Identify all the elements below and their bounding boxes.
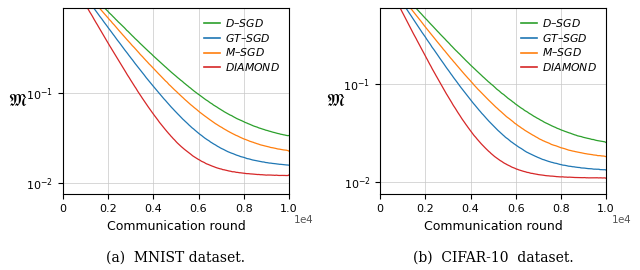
DIAMOND [215, 167, 223, 170]
M–SGD [602, 155, 610, 158]
Line: DIAMOND: DIAMOND [380, 0, 606, 178]
DIAMOND [591, 176, 599, 180]
DIAMOND [399, 13, 407, 16]
DIAMOND [532, 173, 540, 176]
D–SGD [285, 134, 292, 137]
Text: (b)  CIFAR-10  dataset.: (b) CIFAR-10 dataset. [413, 250, 573, 264]
D–SGD [215, 107, 223, 110]
GT–SGD [420, 34, 428, 38]
DIAMOND [602, 177, 610, 180]
GT–SGD [591, 168, 599, 171]
GT–SGD [532, 155, 540, 158]
DIAMOND [191, 156, 199, 159]
Line: D–SGD: D–SGD [63, 0, 289, 136]
D–SGD [274, 132, 282, 135]
DIAMOND [508, 166, 516, 169]
M–SGD [399, 0, 407, 1]
DIAMOND [529, 172, 537, 175]
Line: DIAMOND: DIAMOND [63, 0, 289, 176]
GT–SGD [602, 168, 610, 172]
M–SGD [212, 122, 220, 126]
M–SGD [215, 124, 223, 127]
Y-axis label: $\mathfrak{M}$: $\mathfrak{M}$ [8, 92, 28, 110]
Text: $\mathregular{1e4}$: $\mathregular{1e4}$ [293, 213, 314, 225]
DIAMOND [212, 166, 220, 169]
Line: GT–SGD: GT–SGD [380, 0, 606, 170]
GT–SGD [399, 3, 407, 6]
DIAMOND [420, 53, 428, 56]
M–SGD [274, 147, 282, 151]
D–SGD [529, 114, 537, 117]
M–SGD [420, 24, 428, 28]
M–SGD [532, 135, 540, 139]
Legend: $\it{D–SGD}$, $\it{GT–SGD}$, $\it{M–SGD}$, $\it{DIAMOND}$: $\it{D–SGD}$, $\it{GT–SGD}$, $\it{M–SGD}… [518, 14, 601, 76]
M–SGD [529, 134, 537, 137]
Line: M–SGD: M–SGD [380, 0, 606, 157]
Text: $\mathregular{1e4}$: $\mathregular{1e4}$ [611, 213, 632, 225]
D–SGD [284, 134, 292, 137]
GT–SGD [215, 145, 223, 149]
X-axis label: Communication round: Communication round [107, 220, 245, 233]
Text: (a)  MNIST dataset.: (a) MNIST dataset. [106, 250, 246, 264]
D–SGD [191, 90, 199, 93]
M–SGD [508, 119, 516, 123]
GT–SGD [104, 25, 111, 28]
GT–SGD [212, 144, 220, 147]
GT–SGD [285, 164, 292, 167]
D–SGD [212, 105, 220, 108]
Line: M–SGD: M–SGD [63, 0, 289, 151]
D–SGD [532, 116, 540, 119]
Line: D–SGD: D–SGD [380, 0, 606, 143]
GT–SGD [508, 141, 516, 144]
D–SGD [508, 100, 516, 103]
GT–SGD [529, 154, 537, 157]
Line: GT–SGD: GT–SGD [63, 0, 289, 165]
M–SGD [591, 154, 599, 157]
GT–SGD [274, 163, 282, 166]
DIAMOND [282, 174, 290, 177]
DIAMOND [274, 174, 282, 177]
GT–SGD [191, 129, 199, 132]
M–SGD [285, 150, 292, 153]
D–SGD [104, 9, 111, 12]
DIAMOND [285, 173, 292, 177]
D–SGD [591, 139, 599, 142]
D–SGD [420, 16, 428, 19]
D–SGD [602, 141, 610, 144]
Y-axis label: $\mathfrak{M}$: $\mathfrak{M}$ [326, 92, 345, 110]
DIAMOND [104, 40, 111, 43]
DIAMOND [83, 4, 90, 7]
X-axis label: Communication round: Communication round [424, 220, 563, 233]
M–SGD [191, 107, 199, 110]
M–SGD [104, 15, 111, 19]
Legend: $\it{D–SGD}$, $\it{GT–SGD}$, $\it{M–SGD}$, $\it{DIAMOND}$: $\it{D–SGD}$, $\it{GT–SGD}$, $\it{M–SGD}… [200, 14, 284, 76]
